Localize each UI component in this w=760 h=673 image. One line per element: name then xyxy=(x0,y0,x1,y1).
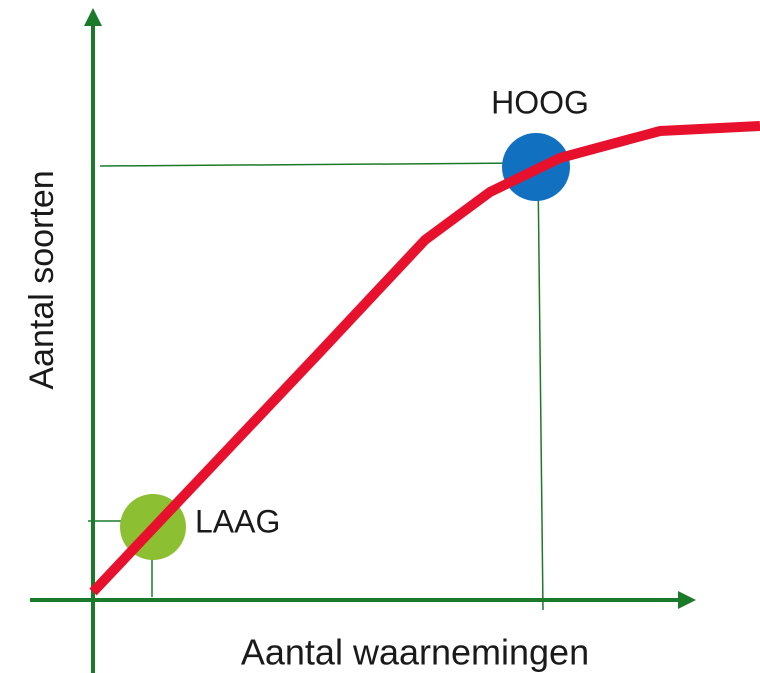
x-axis-arrow xyxy=(678,591,696,609)
species-curve xyxy=(89,121,760,596)
y-axis-arrow xyxy=(84,8,102,26)
x-axis-label: Aantal waarnemingen xyxy=(241,632,589,673)
high-label: HOOG xyxy=(491,84,589,120)
high-guide-vertical xyxy=(537,169,544,611)
high-guide-horizontal xyxy=(99,162,537,167)
low-label: LAAG xyxy=(195,503,280,539)
y-axis-label: Aantal soorten xyxy=(23,170,61,389)
